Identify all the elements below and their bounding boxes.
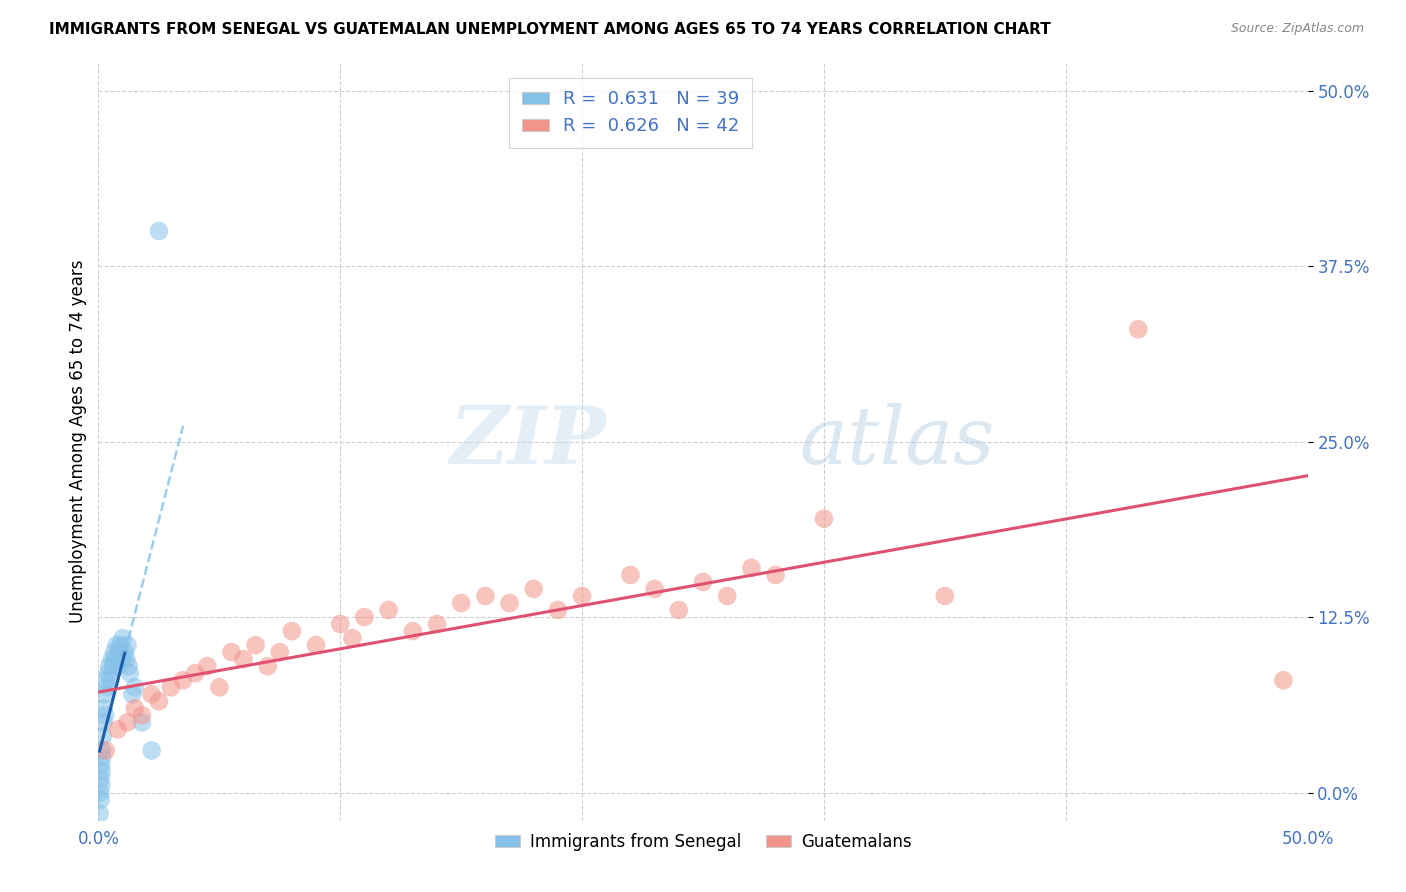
Point: [121, 687, 143, 701]
Point: [98, 659, 121, 673]
Point: [101, 659, 124, 673]
Point: [353, 610, 375, 624]
Point: [110, 652, 132, 666]
Point: [107, 659, 129, 673]
Point: [547, 603, 569, 617]
Point: [96, 680, 118, 694]
Point: [91, 730, 114, 744]
Point: [107, 723, 129, 737]
Text: ZIP: ZIP: [450, 403, 606, 480]
Legend: Immigrants from Senegal, Guatemalans: Immigrants from Senegal, Guatemalans: [488, 827, 918, 858]
Point: [402, 624, 425, 639]
Point: [813, 512, 835, 526]
Point: [94, 708, 117, 723]
Point: [114, 645, 136, 659]
Point: [523, 582, 546, 596]
Point: [716, 589, 738, 603]
Point: [765, 568, 787, 582]
Point: [90, 764, 112, 779]
Point: [108, 638, 131, 652]
Point: [118, 666, 141, 681]
Point: [93, 701, 115, 715]
Point: [1128, 322, 1150, 336]
Point: [100, 652, 122, 666]
Text: atlas: atlas: [800, 403, 995, 480]
Point: [105, 638, 128, 652]
Point: [498, 596, 520, 610]
Point: [281, 624, 304, 639]
Point: [117, 638, 139, 652]
Point: [184, 666, 207, 681]
Point: [426, 617, 449, 632]
Point: [160, 680, 183, 694]
Point: [934, 589, 956, 603]
Point: [148, 694, 170, 708]
Point: [89, 786, 111, 800]
Point: [131, 708, 153, 723]
Point: [124, 701, 146, 715]
Point: [668, 603, 690, 617]
Point: [90, 792, 112, 806]
Text: Source: ZipAtlas.com: Source: ZipAtlas.com: [1230, 22, 1364, 36]
Point: [269, 645, 291, 659]
Point: [619, 568, 641, 582]
Point: [90, 779, 112, 793]
Point: [740, 561, 762, 575]
Point: [208, 680, 231, 694]
Point: [221, 645, 243, 659]
Point: [474, 589, 496, 603]
Point: [148, 224, 170, 238]
Point: [108, 645, 131, 659]
Point: [100, 673, 122, 688]
Point: [117, 715, 139, 730]
Point: [377, 603, 399, 617]
Point: [103, 645, 125, 659]
Point: [111, 631, 134, 645]
Point: [97, 666, 120, 681]
Point: [571, 589, 593, 603]
Point: [91, 750, 114, 764]
Point: [450, 596, 472, 610]
Point: [644, 582, 666, 596]
Point: [90, 772, 112, 786]
Point: [91, 743, 114, 757]
Point: [245, 638, 267, 652]
Point: [305, 638, 328, 652]
Point: [172, 673, 194, 688]
Point: [91, 715, 114, 730]
Point: [141, 743, 163, 757]
Point: [342, 631, 364, 645]
Point: [115, 652, 138, 666]
Point: [692, 574, 714, 589]
Point: [124, 680, 146, 694]
Y-axis label: Unemployment Among Ages 65 to 74 years: Unemployment Among Ages 65 to 74 years: [69, 260, 87, 624]
Point: [93, 687, 115, 701]
Point: [90, 757, 112, 772]
Point: [131, 715, 153, 730]
Point: [94, 673, 117, 688]
Point: [94, 743, 117, 757]
Point: [329, 617, 352, 632]
Point: [141, 687, 163, 701]
Point: [118, 659, 141, 673]
Point: [232, 652, 254, 666]
Point: [1272, 673, 1295, 688]
Point: [256, 659, 278, 673]
Point: [104, 652, 127, 666]
Point: [195, 659, 218, 673]
Point: [89, 806, 111, 821]
Text: IMMIGRANTS FROM SENEGAL VS GUATEMALAN UNEMPLOYMENT AMONG AGES 65 TO 74 YEARS COR: IMMIGRANTS FROM SENEGAL VS GUATEMALAN UN…: [49, 22, 1050, 37]
